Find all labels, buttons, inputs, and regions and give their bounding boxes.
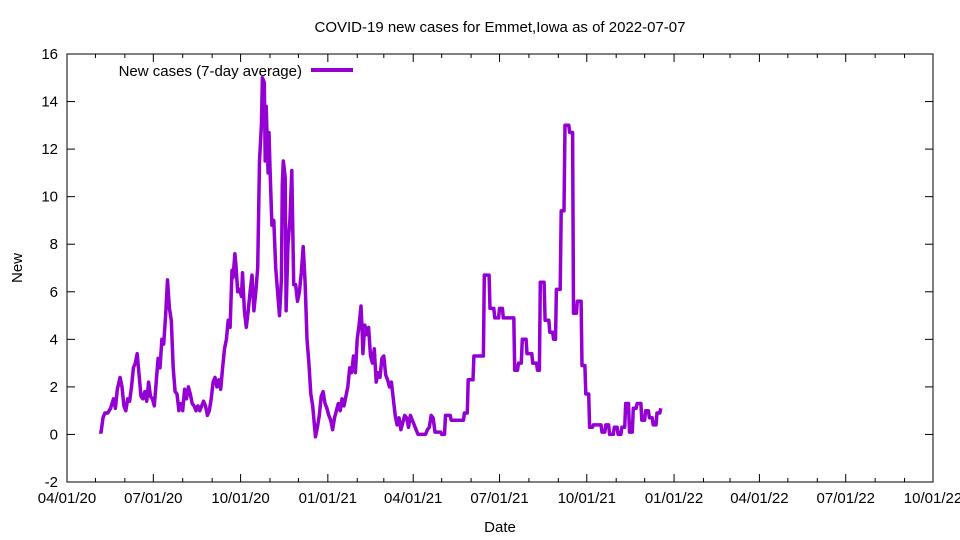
y-tick-label: 16 xyxy=(41,46,58,63)
x-axis-label: Date xyxy=(484,519,516,536)
y-tick-label: 14 xyxy=(41,94,58,111)
y-tick-label: 12 xyxy=(41,141,58,158)
x-axis: 04/01/20 07/01/20 10/01/20 01/01/21 04/01/21… xyxy=(38,54,960,507)
x-tick-label: 04/01/21 xyxy=(384,490,442,507)
x-tick-label: 07/01/20 xyxy=(124,490,182,507)
y-tick-label: 10 xyxy=(41,189,58,206)
y-tick-label: -2 xyxy=(45,474,58,491)
x-tick-label: 10/01/21 xyxy=(558,490,616,507)
plot-area xyxy=(66,53,934,483)
x-tick-label: 10/01/20 xyxy=(211,490,269,507)
y-axis: -2 0 2 4 6 8 10 12 14 16 xyxy=(41,46,933,491)
y-tick-label: 0 xyxy=(50,426,58,443)
x-tick-label: 01/01/22 xyxy=(645,490,703,507)
x-tick-label: 07/01/21 xyxy=(470,490,528,507)
legend: New cases (7-day average) xyxy=(119,63,353,80)
y-tick-label: 4 xyxy=(50,331,58,348)
chart-title: COVID-19 new cases for Emmet,Iowa as of … xyxy=(314,19,685,36)
plot-frame xyxy=(66,53,934,483)
series-layer xyxy=(99,76,663,439)
series-line xyxy=(99,76,663,439)
x-tick-label: 04/01/20 xyxy=(38,490,96,507)
x-tick-label: 01/01/21 xyxy=(299,490,357,507)
x-tick-label: 07/01/22 xyxy=(817,490,875,507)
y-tick-label: 2 xyxy=(50,379,58,396)
y-axis-label: New xyxy=(9,253,26,283)
x-tick-label: 10/01/22 xyxy=(904,490,960,507)
y-tick-label: 8 xyxy=(50,236,58,253)
y-tick-label: 6 xyxy=(50,284,58,301)
x-tick-label: 04/01/22 xyxy=(730,490,788,507)
legend-label: New cases (7-day average) xyxy=(119,63,302,80)
